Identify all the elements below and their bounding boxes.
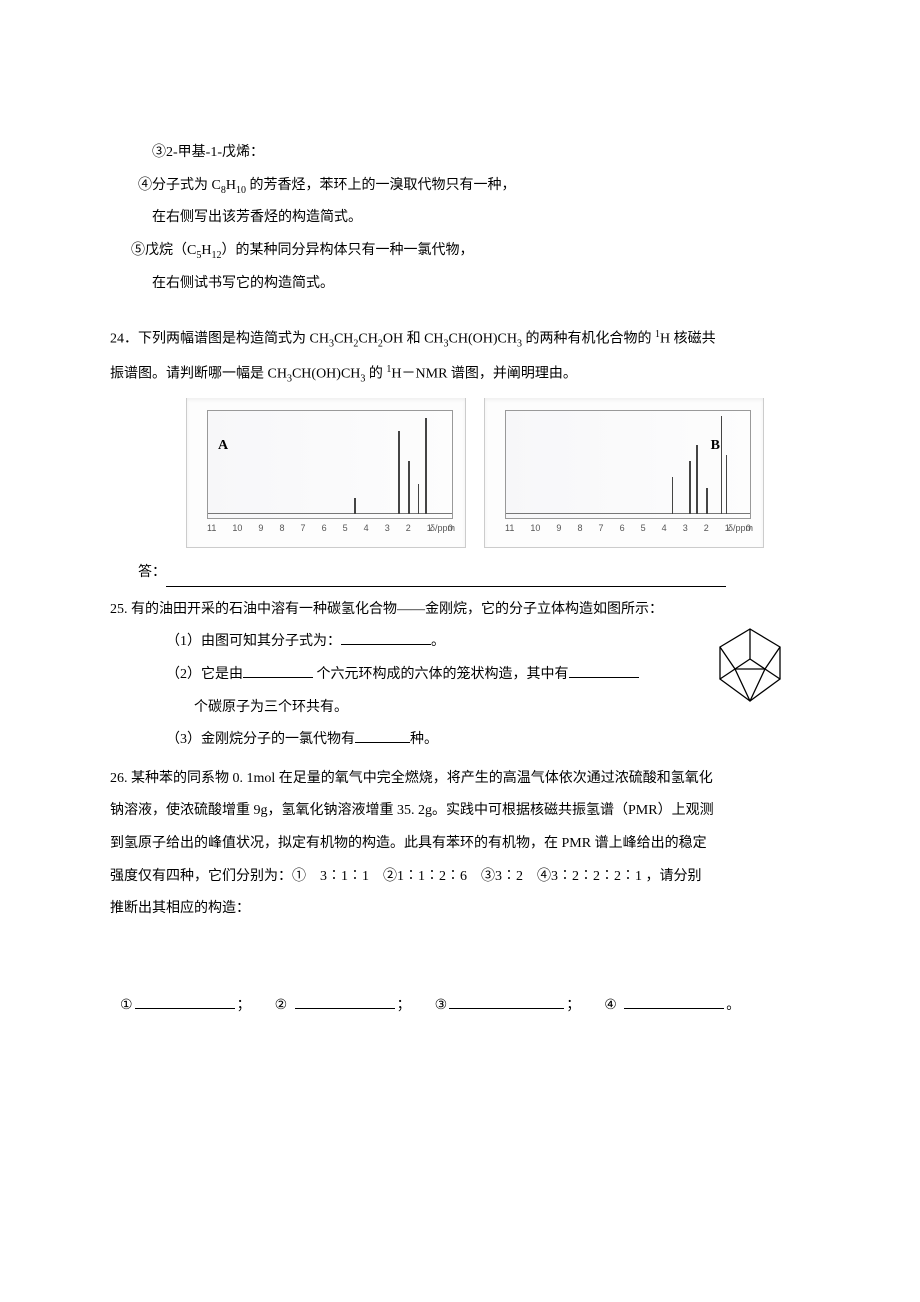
text: ⑤戊烷（C <box>131 243 196 258</box>
t: CH <box>358 332 377 347</box>
qnum: 24． <box>110 332 138 347</box>
xaxis-unit: δ/ppm <box>728 520 753 537</box>
nmr-chart-b: B 11109876543210 δ/ppm <box>484 398 764 548</box>
qnum: 26. <box>110 771 131 786</box>
t: 下列两幅谱图是构造简式为 CH <box>138 332 329 347</box>
chart-label-a: A <box>218 433 228 460</box>
answer-blank[interactable] <box>166 573 726 587</box>
q23-item5-line1: ⑤戊烷（C5H12）的某种同分异构体只有一种一氯代物， <box>110 238 810 265</box>
q26-l3: 到氢原子给出的峰值状况，拟定有机物的构造。此具有苯环的有机物，在 PMR 谱上峰… <box>110 831 810 858</box>
q26-l5: 推断出其相应的构造： <box>110 896 810 923</box>
sub: 12 <box>211 250 221 261</box>
t: 个六元环构成的六体的笼状构造，其中有 <box>313 667 569 682</box>
t: CH(OH)CH <box>449 332 517 347</box>
text: ④分子式为 C <box>138 178 221 193</box>
nmr-spectra-row: A 11109876543210 δ/ppm B 11109876543210 … <box>140 398 810 548</box>
t: H 核磁共 <box>660 332 716 347</box>
nmr-plot-area: A <box>207 410 453 519</box>
question-25: 25. 有的油田开采的石油中溶有一种碳氢化合物——金刚烷，它的分子立体构造如图所… <box>110 597 810 760</box>
blank[interactable] <box>341 631 431 645</box>
text: ）的某种同分异构体只有一种一氯代物， <box>221 243 473 258</box>
q24-answer-line: 答： <box>110 560 810 587</box>
text: H <box>201 243 211 258</box>
label: ① <box>120 993 133 1020</box>
t: H－NMR 谱图，并阐明理由。 <box>391 366 577 381</box>
q23-item5-line2: 在右侧试书写它的构造简式。 <box>110 271 810 298</box>
t: 有的油田开采的石油中溶有一种碳氢化合物——金刚烷，它的分子立体构造如图所示： <box>131 602 663 617</box>
baseline <box>208 513 452 514</box>
xaxis-ticks-b: 11109876543210 <box>505 520 751 537</box>
t: 的两种有机化合物的 <box>522 332 655 347</box>
blank[interactable] <box>135 995 235 1009</box>
q26-l2: 钠溶液，使浓硫酸增重 9g，氢氧化钠溶液增重 35. 2g。实践中可根据核磁共振… <box>110 798 810 825</box>
q23-item3: ③2-甲基-1-戊烯： <box>110 140 810 167</box>
blank[interactable] <box>624 995 724 1009</box>
label: ③ <box>435 993 448 1020</box>
answer-label: 答： <box>138 565 166 580</box>
q26-l1: 26. 某种苯的同系物 0. 1mol 在足量的氧气中完全燃烧，将产生的高温气体… <box>110 766 810 793</box>
adamantane-figure <box>690 619 810 714</box>
blank[interactable] <box>355 729 410 743</box>
chart-label-b: B <box>711 433 720 460</box>
t: 的 <box>365 366 386 381</box>
t: CH <box>334 332 353 347</box>
q25-p3: （3）金刚烷分子的一氯代物有 种。 <box>110 727 810 754</box>
nmr-plot-area: B <box>505 410 751 519</box>
label: ④ <box>604 993 617 1020</box>
t: 某种苯的同系物 0. 1mol 在足量的氧气中完全燃烧，将产生的高温气体依次通过… <box>131 771 713 786</box>
punct: ； <box>566 993 580 1020</box>
t: OH 和 CH <box>383 332 444 347</box>
sub: 10 <box>236 184 246 195</box>
q23-item4-line1: ④分子式为 C8H10 的芳香烃，苯环上的一溴取代物只有一种， <box>110 173 810 200</box>
label: ② <box>275 993 288 1020</box>
t: （1）由图可知其分子式为： <box>166 634 341 649</box>
blank[interactable] <box>449 995 564 1009</box>
blank[interactable] <box>243 664 313 678</box>
q24-line1: 24．下列两幅谱图是构造简式为 CH3CH2CH2OH 和 CH3CH(OH)C… <box>110 325 810 353</box>
blank[interactable] <box>295 995 395 1009</box>
t: （3）金刚烷分子的一氯代物有 <box>166 732 355 747</box>
question-26: 26. 某种苯的同系物 0. 1mol 在足量的氧气中完全燃烧，将产生的高温气体… <box>110 766 810 1020</box>
t: （2）它是由 <box>166 667 243 682</box>
text: H <box>226 178 236 193</box>
xaxis-ticks-a: 11109876543210 <box>207 520 453 537</box>
text: 的芳香烃，苯环上的一溴取代物只有一种， <box>246 178 516 193</box>
t: 振谱图。请判断哪一幅是 CH <box>110 366 287 381</box>
t: CH(OH)CH <box>292 366 360 381</box>
nmr-chart-a: A 11109876543210 δ/ppm <box>186 398 466 548</box>
question-24: 24．下列两幅谱图是构造简式为 CH3CH2CH2OH 和 CH3CH(OH)C… <box>110 325 810 587</box>
q24-line2: 振谱图。请判断哪一幅是 CH3CH(OH)CH3 的 1H－NMR 谱图，并阐明… <box>110 360 810 388</box>
t: 。 <box>431 634 445 649</box>
punct: ； <box>237 993 251 1020</box>
q26-answers: ① ； ② ； ③ ； ④ 。 <box>110 993 810 1020</box>
punct: 。 <box>726 993 740 1020</box>
q23-item4-line2: 在右侧写出该芳香烃的构造简式。 <box>110 205 810 232</box>
blank[interactable] <box>569 664 639 678</box>
baseline <box>506 513 750 514</box>
t: 种。 <box>410 732 438 747</box>
qnum: 25. <box>110 602 131 617</box>
punct: ； <box>397 993 411 1020</box>
q26-l4: 强度仅有四种，它们分别为：① 3∶1∶1 ②1∶1∶2∶6 ③3∶2 ④3∶2∶… <box>110 864 810 891</box>
xaxis-unit: δ/ppm <box>430 520 455 537</box>
